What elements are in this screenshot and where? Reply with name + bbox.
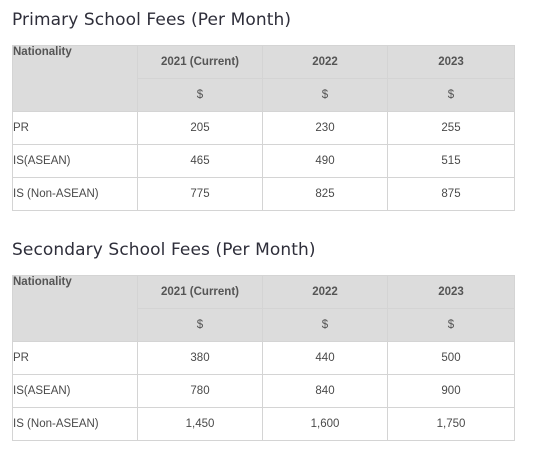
table-row: IS (Non-ASEAN) 1,450 1,600 1,750 <box>12 407 515 441</box>
fee-cell: 255 <box>387 111 515 145</box>
currency-cell: $ <box>262 78 388 112</box>
year-header-2021: 2021 (Current) <box>137 275 263 309</box>
table-row: IS(ASEAN) 780 840 900 <box>12 374 515 408</box>
nationality-header: Nationality <box>12 275 138 342</box>
row-label-pr: PR <box>12 111 138 145</box>
fee-cell: 780 <box>137 374 263 408</box>
row-label-pr: PR <box>12 341 138 375</box>
table-row: PR 205 230 255 <box>12 111 515 145</box>
fee-cell: 380 <box>137 341 263 375</box>
table-row: PR 380 440 500 <box>12 341 515 375</box>
fee-cell: 490 <box>262 144 388 178</box>
year-header-2022: 2022 <box>262 45 388 79</box>
fee-cell: 900 <box>387 374 515 408</box>
fee-cell: 840 <box>262 374 388 408</box>
primary-fees-table: Nationality 2021 (Current) 2022 2023 $ $… <box>12 45 515 211</box>
currency-cell: $ <box>387 78 515 112</box>
row-label-is-asean: IS(ASEAN) <box>12 144 138 178</box>
year-header-2023: 2023 <box>387 45 515 79</box>
table-row: IS(ASEAN) 465 490 515 <box>12 144 515 178</box>
fee-cell: 1,750 <box>387 407 515 441</box>
row-label-is-non-asean: IS (Non-ASEAN) <box>12 177 138 211</box>
year-header-2023: 2023 <box>387 275 515 309</box>
fee-cell: 205 <box>137 111 263 145</box>
secondary-fees-title: Secondary School Fees (Per Month) <box>12 240 316 260</box>
primary-fees-title: Primary School Fees (Per Month) <box>12 10 292 30</box>
currency-cell: $ <box>387 308 515 342</box>
currency-row: $ $ $ <box>13 308 515 342</box>
fee-cell: 825 <box>262 177 388 211</box>
fee-cell: 500 <box>387 341 515 375</box>
currency-row: $ $ $ <box>13 78 515 112</box>
fee-cell: 875 <box>387 177 515 211</box>
row-label-is-non-asean: IS (Non-ASEAN) <box>12 407 138 441</box>
currency-cell: $ <box>137 78 263 112</box>
fee-cell: 465 <box>137 144 263 178</box>
currency-cell: $ <box>137 308 263 342</box>
fee-cell: 775 <box>137 177 263 211</box>
year-header-2021: 2021 (Current) <box>137 45 263 79</box>
nationality-header: Nationality <box>12 45 138 112</box>
currency-cell: $ <box>262 308 388 342</box>
fee-cell: 440 <box>262 341 388 375</box>
fee-cell: 515 <box>387 144 515 178</box>
fee-cell: 1,600 <box>262 407 388 441</box>
table-row: IS (Non-ASEAN) 775 825 875 <box>12 177 515 211</box>
fee-cell: 230 <box>262 111 388 145</box>
row-label-is-asean: IS(ASEAN) <box>12 374 138 408</box>
year-header-2022: 2022 <box>262 275 388 309</box>
table-header-row: Nationality 2021 (Current) 2022 2023 <box>12 275 515 342</box>
table-header-row: Nationality 2021 (Current) 2022 2023 <box>12 45 515 112</box>
fee-cell: 1,450 <box>137 407 263 441</box>
secondary-fees-table: Nationality 2021 (Current) 2022 2023 $ $… <box>12 275 515 441</box>
